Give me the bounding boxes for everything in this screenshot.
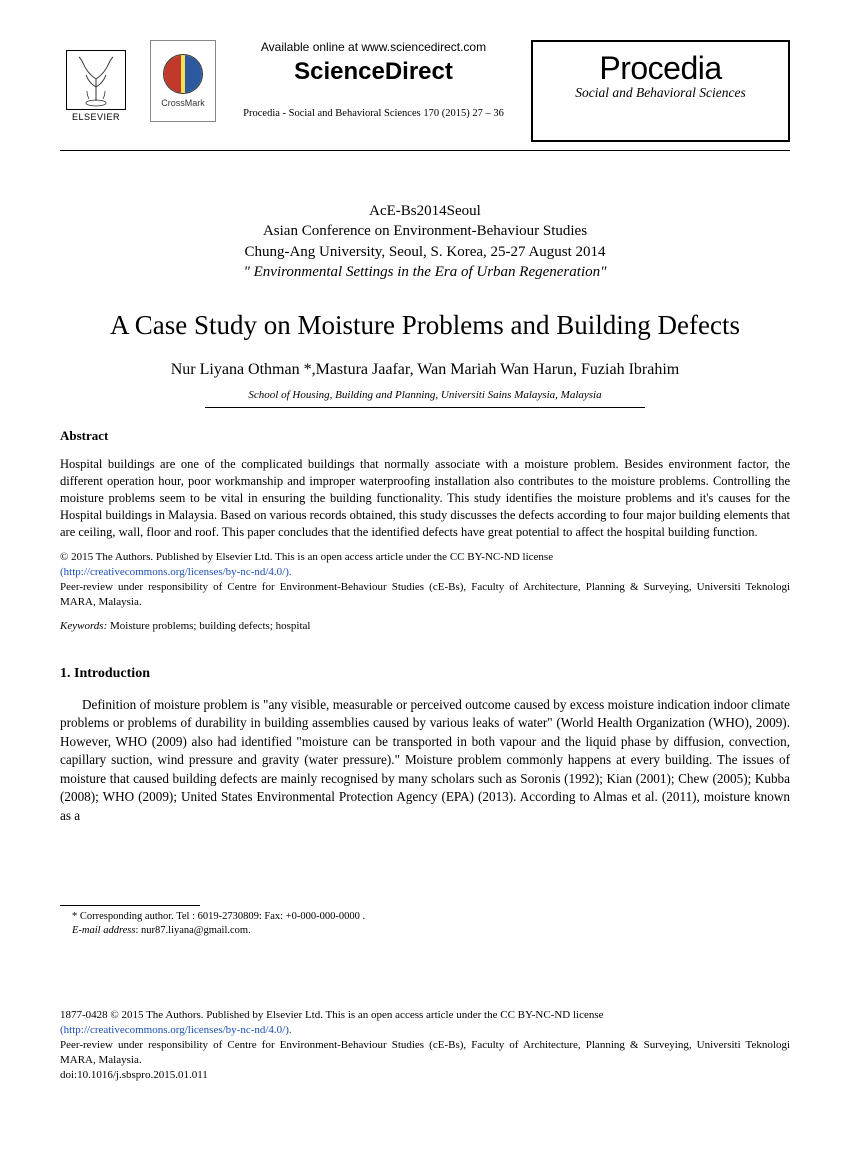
elsevier-tree-icon (66, 50, 126, 110)
conference-line-1: AcE-Bs2014Seoul (60, 201, 790, 221)
intro-heading: 1. Introduction (60, 666, 790, 682)
elsevier-logo: ELSEVIER (60, 42, 132, 122)
conference-line-3: Chung-Ang University, Seoul, S. Korea, 2… (60, 242, 790, 262)
footnote-corresponding: * Corresponding author. Tel : 6019-27308… (82, 910, 790, 924)
authors-line: Nur Liyana Othman *,Mastura Jaafar, Wan … (60, 361, 790, 379)
footnote-rule (60, 905, 200, 906)
abstract-text: Hospital buildings are one of the compli… (60, 456, 790, 540)
copyright-block: © 2015 The Authors. Published by Elsevie… (60, 550, 790, 609)
footnote-email: E-mail address: nur87.liyana@gmail.com. (82, 924, 790, 938)
intro-paragraph: Definition of moisture problem is "any v… (60, 696, 790, 825)
footer-doi: doi:10.1016/j.sbspro.2015.01.011 (60, 1069, 208, 1081)
license-link[interactable]: (http://creativecommons.org/licenses/by-… (60, 566, 292, 578)
affiliation-rule (205, 407, 645, 408)
sciencedirect-logo: ScienceDirect (226, 58, 521, 86)
copyright-line-1: © 2015 The Authors. Published by Elsevie… (60, 551, 553, 563)
conference-block: AcE-Bs2014Seoul Asian Conference on Envi… (60, 201, 790, 282)
elsevier-label: ELSEVIER (72, 112, 120, 122)
footnote-email-label: E-mail address (72, 925, 135, 936)
paper-title: A Case Study on Moisture Problems and Bu… (60, 310, 790, 341)
keywords-text: Moisture problems; building defects; hos… (107, 620, 310, 632)
conference-line-2: Asian Conference on Environment-Behaviou… (60, 221, 790, 241)
crossmark-label: CrossMark (161, 98, 205, 108)
footer-block: 1877-0428 © 2015 The Authors. Published … (60, 1008, 790, 1082)
footer-license-link[interactable]: (http://creativecommons.org/licenses/by-… (60, 1024, 292, 1036)
abstract-heading: Abstract (60, 428, 790, 444)
footer-line-1: 1877-0428 © 2015 The Authors. Published … (60, 1009, 604, 1021)
affiliation: School of Housing, Building and Planning… (60, 389, 790, 401)
left-logos: ELSEVIER CrossMark (60, 40, 216, 122)
crossmark-icon (163, 54, 203, 94)
footer-line-2: Peer-review under responsibility of Cent… (60, 1039, 790, 1066)
header-rule (60, 150, 790, 151)
page-container: ELSEVIER CrossMark Available online at w… (0, 0, 850, 1113)
conference-line-4: " Environmental Settings in the Era of U… (60, 262, 790, 282)
footnote-email-value: : nur87.liyana@gmail.com. (135, 925, 250, 936)
center-header-block: Available online at www.sciencedirect.co… (216, 40, 531, 119)
authors-text: Nur Liyana Othman *,Mastura Jaafar, Wan … (171, 361, 679, 378)
procedia-box: Procedia Social and Behavioral Sciences (531, 40, 790, 142)
header-row: ELSEVIER CrossMark Available online at w… (60, 40, 790, 142)
crossmark-logo[interactable]: CrossMark (150, 40, 216, 122)
citation-line: Procedia - Social and Behavioral Science… (226, 108, 521, 119)
keywords-label: Keywords: (60, 620, 107, 632)
procedia-subtitle: Social and Behavioral Sciences (533, 85, 788, 101)
keywords-line: Keywords: Moisture problems; building de… (60, 620, 790, 632)
copyright-line-2: Peer-review under responsibility of Cent… (60, 581, 790, 608)
procedia-title: Procedia (533, 50, 788, 87)
available-online-text: Available online at www.sciencedirect.co… (226, 40, 521, 54)
